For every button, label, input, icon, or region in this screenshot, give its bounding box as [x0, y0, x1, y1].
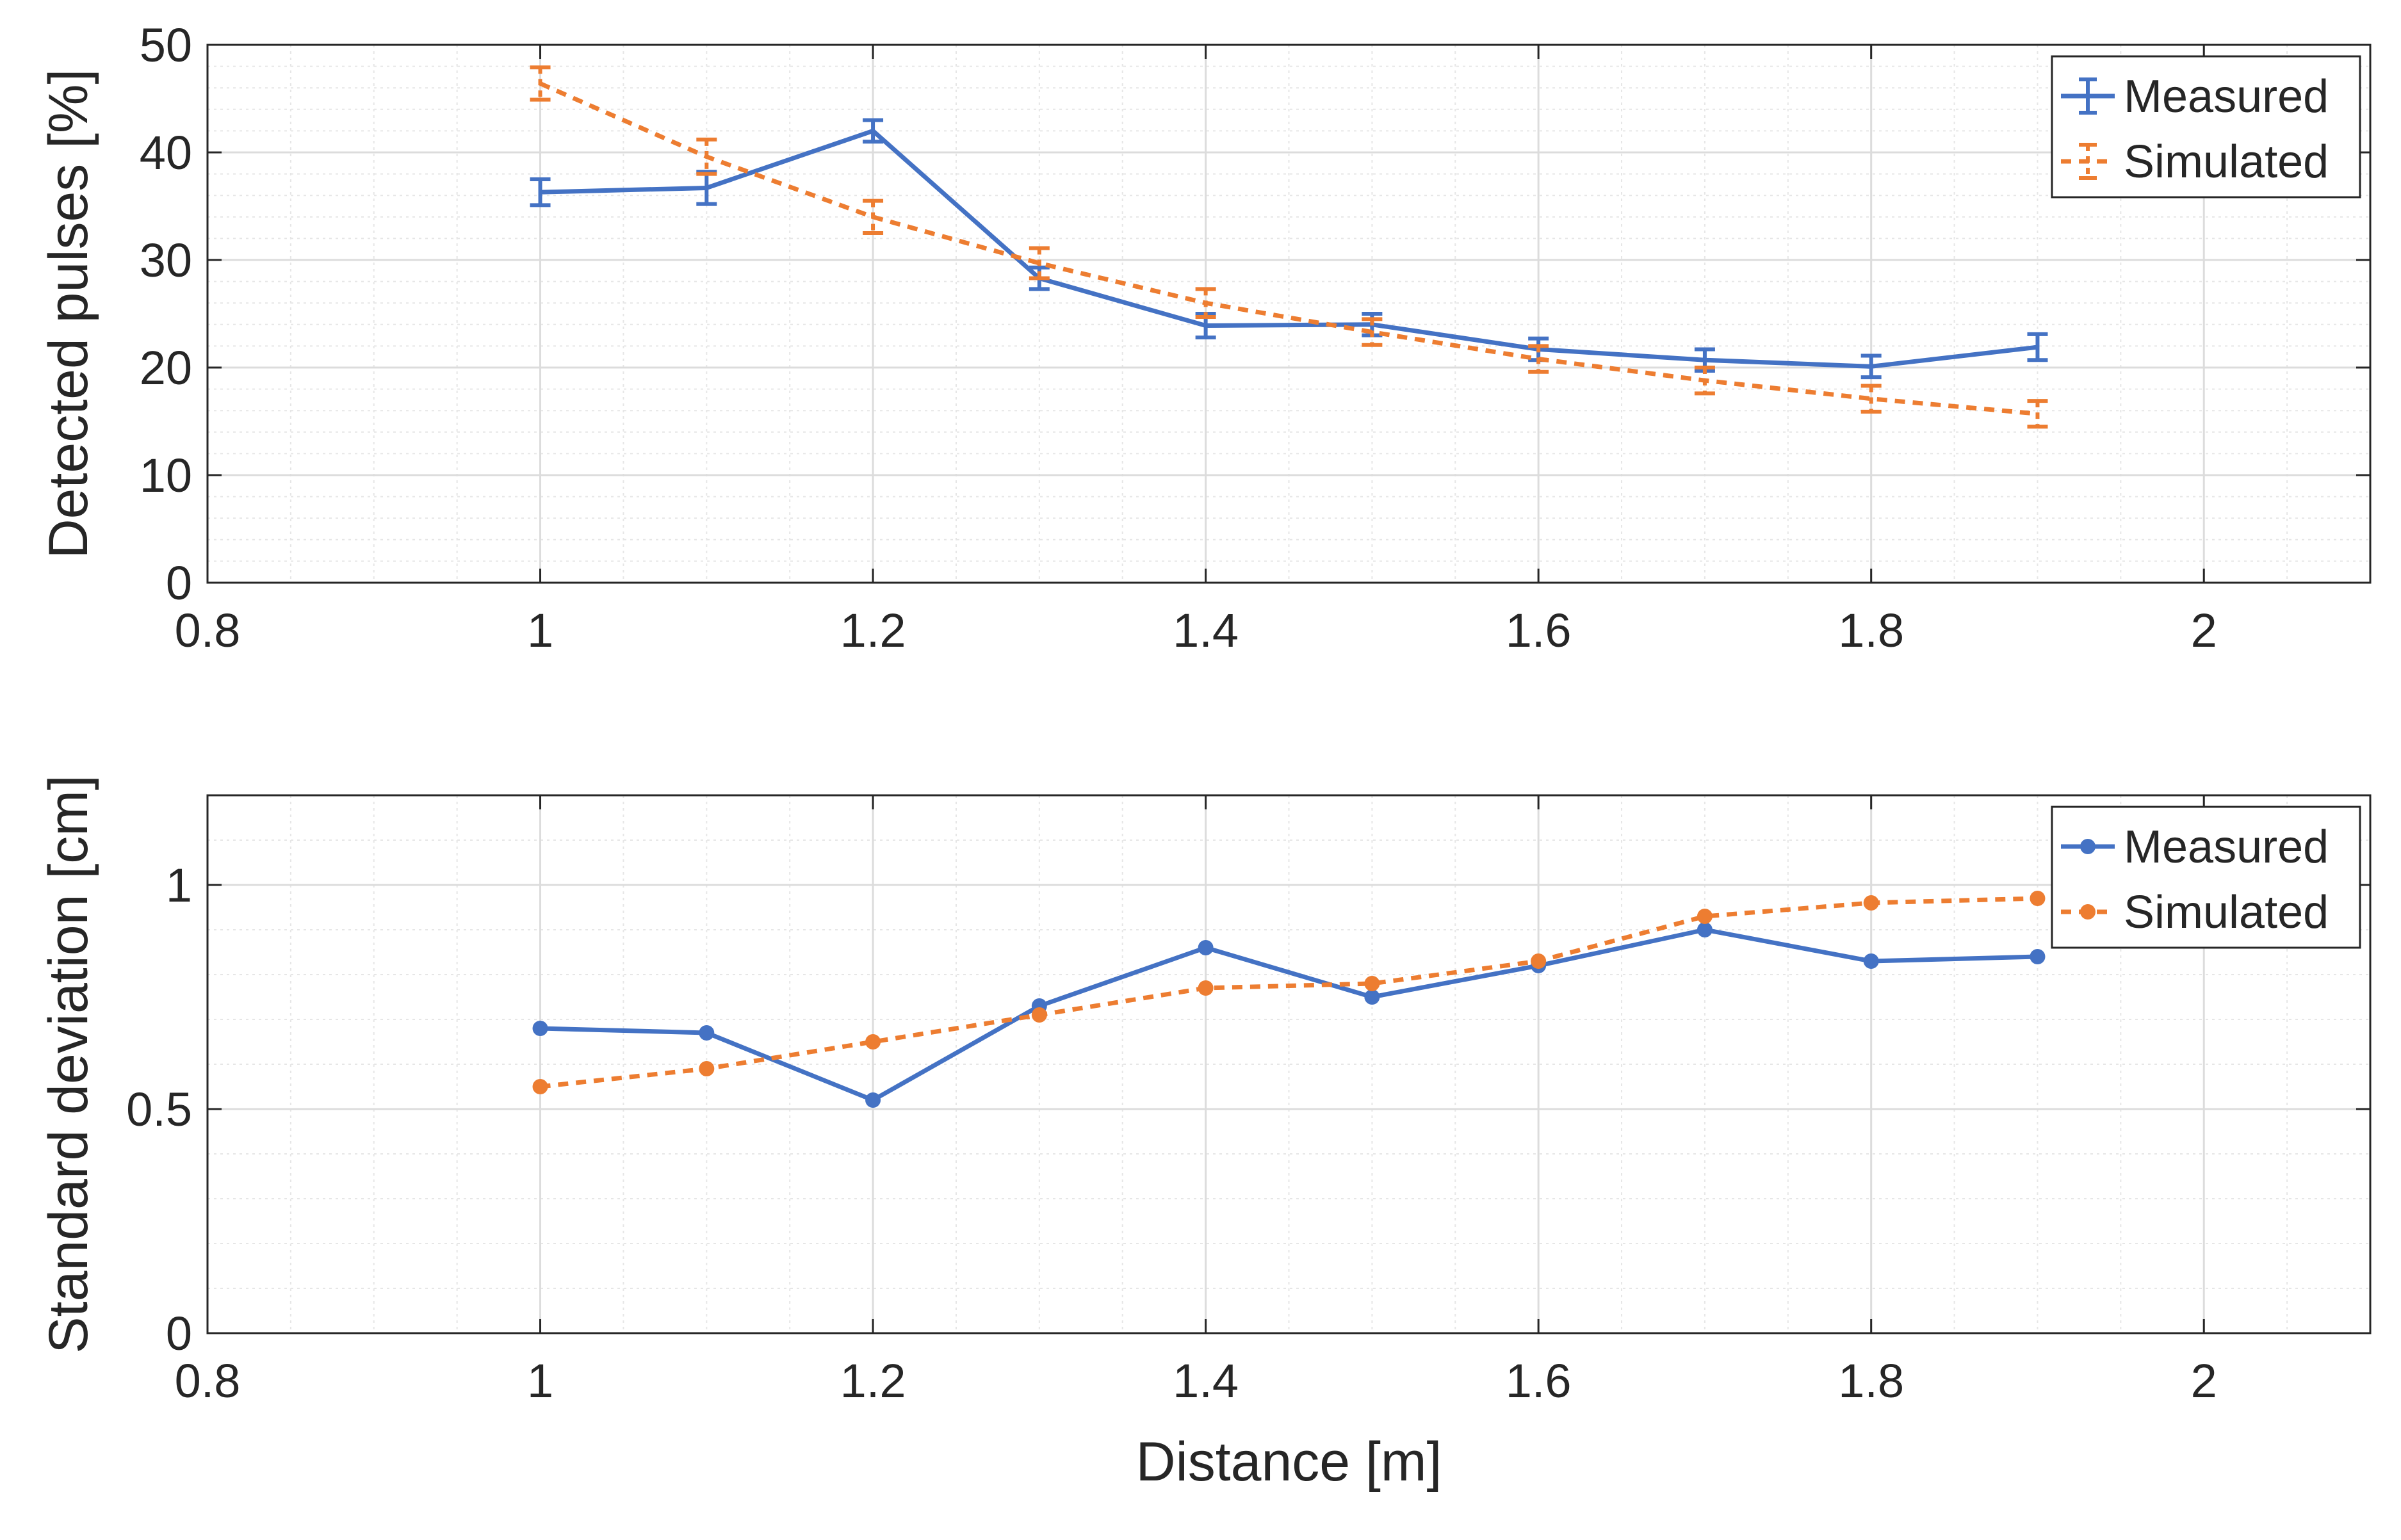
legend-box [2051, 806, 2361, 949]
x-tick-label: 1 [527, 1354, 553, 1407]
y-tick-label: 0 [166, 1307, 192, 1360]
data-point [532, 1079, 548, 1094]
data-point [2030, 949, 2046, 964]
error-bar [1029, 246, 1050, 280]
y-tick-label: 0.5 [126, 1083, 192, 1136]
error-bar [1362, 317, 1383, 347]
axes-frame [206, 44, 2372, 584]
y-axis-label: Standard deviation [cm] [38, 775, 99, 1354]
series-simulated [530, 65, 2048, 429]
legend-label: Measured [2124, 822, 2329, 873]
standard-deviation-chart: 0.8 1 1.2 1.4 1.6 1.8 2 0 0.5 1 Standard deviation… [38, 775, 2372, 1493]
data-point [699, 1061, 715, 1076]
series-line [540, 927, 2038, 1103]
error-bar [1694, 366, 1715, 396]
y-tick-label: 1 [166, 859, 192, 912]
data-point [532, 1021, 548, 1036]
data-point [1863, 895, 1879, 911]
series-line [540, 128, 2038, 369]
series-line [539, 81, 2038, 416]
legend-entry-measured: Measured [2061, 822, 2329, 873]
error-bar [2027, 332, 2048, 362]
x-tick-label: 1.2 [840, 604, 906, 657]
x-tick-label: 1.4 [1173, 1354, 1239, 1407]
y-tick-label: 20 [140, 341, 192, 394]
error-bar [530, 65, 551, 102]
y-tick-label: 50 [140, 19, 192, 72]
axes-frame [206, 794, 2372, 1334]
data-point [1697, 909, 1713, 924]
y-axis-label: Detected pulses [%] [38, 69, 99, 559]
error-bar [1528, 344, 1549, 374]
error-bar [1195, 287, 1216, 320]
legend: Measured Simulated [2051, 806, 2361, 949]
data-point [1697, 922, 1713, 937]
data-point [1364, 989, 1380, 1005]
x-tick-label: 1.6 [1506, 1354, 1572, 1407]
legend-entry-simulated: Simulated [2061, 887, 2329, 938]
y-tick-label: 0 [166, 556, 192, 610]
error-bar [696, 170, 717, 206]
legend-label: Measured [2124, 71, 2329, 122]
x-tick-label: 0.8 [175, 1354, 241, 1407]
legend-box [2051, 55, 2361, 199]
legend-label: Simulated [2124, 887, 2329, 938]
data-point [865, 1034, 881, 1050]
data-point [1531, 953, 1547, 969]
y-tick-label: 30 [140, 234, 192, 287]
error-bar [863, 199, 884, 235]
x-tick-label: 1.4 [1173, 604, 1239, 657]
x-tick-label: 1.6 [1506, 604, 1572, 657]
y-tick-label: 40 [140, 126, 192, 179]
data-point [2030, 891, 2046, 906]
legend-entry-measured: Measured [2061, 71, 2329, 122]
x-tick-label: 0.8 [175, 604, 241, 657]
x-tick-label: 2 [2191, 1354, 2217, 1407]
error-bar [1860, 353, 1882, 380]
x-tick-label: 2 [2191, 604, 2217, 657]
data-point [865, 1092, 881, 1108]
x-tick-label: 1.8 [1838, 1354, 1904, 1407]
error-bar [530, 177, 551, 207]
legend: Measured Simulated [2051, 55, 2361, 199]
legend-label: Simulated [2124, 136, 2329, 188]
error-bar [863, 118, 884, 144]
data-point [1031, 1007, 1047, 1023]
x-tick-label: 1 [527, 604, 553, 657]
data-point [699, 1025, 715, 1041]
y-tick-label: 10 [140, 449, 192, 502]
data-point [1364, 976, 1380, 991]
x-tick-label: 1.2 [840, 1354, 906, 1407]
error-bar [2027, 399, 2048, 429]
series-line [540, 896, 2038, 1089]
series-measured [530, 118, 2048, 380]
x-axis-label: Distance [m] [1136, 1431, 1442, 1493]
legend-entry-simulated: Simulated [2061, 136, 2329, 188]
error-bar [1860, 384, 1882, 414]
data-point [1198, 940, 1214, 955]
x-tick-label: 1.8 [1838, 604, 1904, 657]
data-point [1863, 953, 1879, 969]
error-bar [696, 137, 717, 176]
data-point [1198, 980, 1214, 996]
series-simulated [532, 891, 2046, 1094]
